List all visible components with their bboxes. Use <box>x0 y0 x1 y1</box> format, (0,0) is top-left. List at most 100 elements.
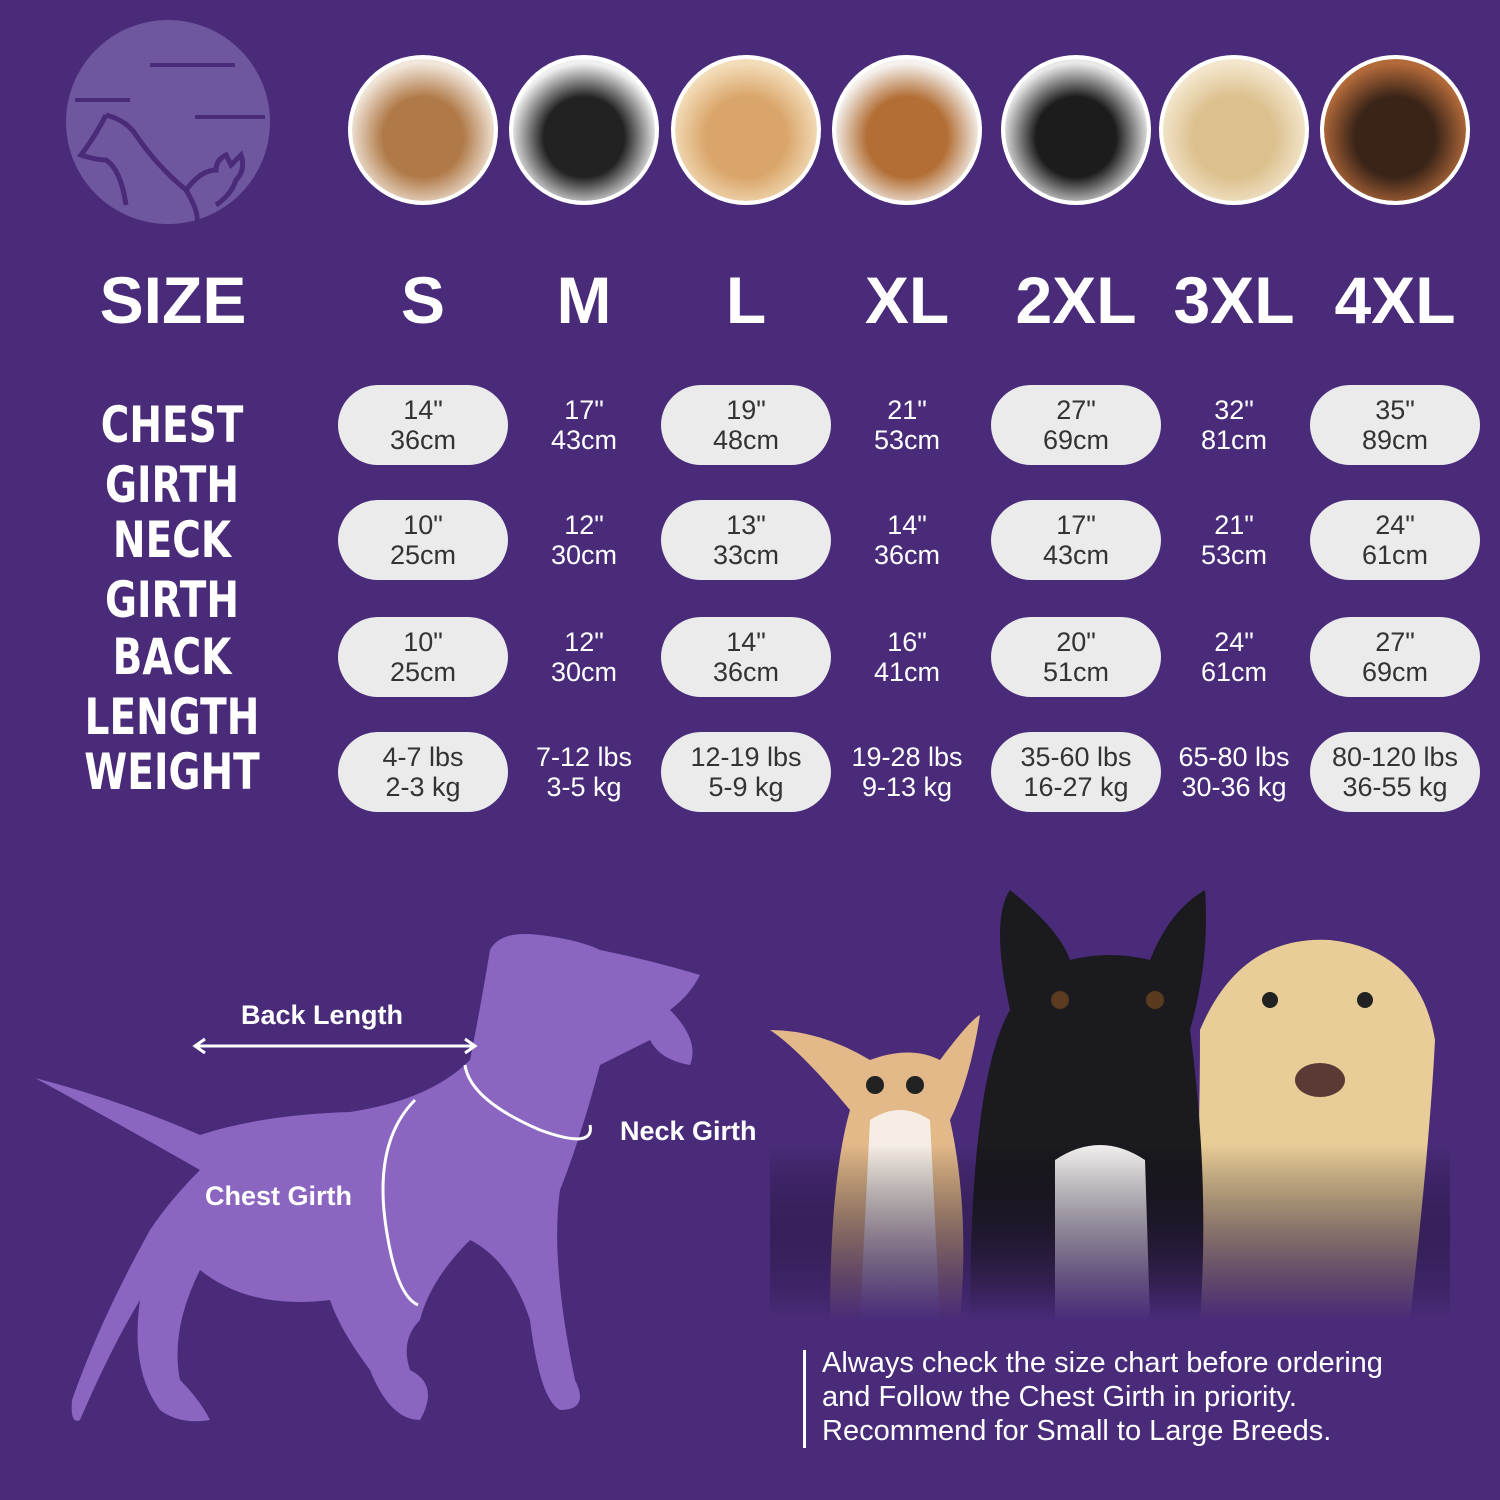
value-primary: 65-80 lbs <box>1178 742 1290 772</box>
value-secondary: 30-36 kg <box>1181 772 1287 802</box>
value-secondary: 5-9 kg <box>708 772 784 802</box>
note-line: Always check the size chart before order… <box>822 1347 1383 1379</box>
value-primary: 12" <box>564 510 604 540</box>
table-cell: 19-28 lbs 9-13 kg <box>822 732 992 812</box>
table-cell: 14" 36cm <box>338 385 508 465</box>
table-cell: 20" 51cm <box>991 617 1161 697</box>
dog-silhouette <box>35 934 700 1422</box>
value-secondary: 36cm <box>873 540 941 570</box>
value-secondary: 51cm <box>1042 657 1110 687</box>
row-label: WEIGHT <box>84 743 260 801</box>
row-label: BACK LENGTH <box>84 628 260 746</box>
note-line: Recommend for Small to Large Breeds. <box>822 1415 1332 1447</box>
value-secondary: 61cm <box>1361 540 1429 570</box>
size-header-XL: XL <box>864 263 950 337</box>
table-cell: 21" 53cm <box>1149 500 1319 580</box>
value-primary: 12" <box>564 627 604 657</box>
table-cell: 13" 33cm <box>661 500 831 580</box>
table-cell: 24" 61cm <box>1149 617 1319 697</box>
value-secondary: 41cm <box>873 657 941 687</box>
value-primary: 10" <box>403 627 443 657</box>
note-divider <box>803 1350 806 1448</box>
table-cell: 80-120 lbs 36-55 kg <box>1310 732 1480 812</box>
value-primary: 17" <box>1056 510 1096 540</box>
breed-photo-border-collie <box>1001 55 1151 205</box>
breed-photo-beagle <box>832 55 982 205</box>
logo <box>66 20 270 227</box>
value-primary: 10" <box>403 510 443 540</box>
value-primary: 19-28 lbs <box>851 742 963 772</box>
value-secondary: 25cm <box>389 540 457 570</box>
table-cell: 17" 43cm <box>499 385 669 465</box>
value-secondary: 69cm <box>1042 425 1110 455</box>
value-secondary: 43cm <box>1042 540 1110 570</box>
table-cell: 27" 69cm <box>1310 617 1480 697</box>
sizing-note: Always check the size chart before order… <box>822 1346 1383 1448</box>
value-secondary: 36-55 kg <box>1342 772 1448 802</box>
table-cell: 35" 89cm <box>1310 385 1480 465</box>
value-primary: 27" <box>1375 627 1415 657</box>
note-line: and Follow the Chest Girth in priority. <box>822 1381 1297 1413</box>
size-header-4XL: 4XL <box>1334 263 1456 337</box>
table-cell: 27" 69cm <box>991 385 1161 465</box>
value-primary: 16" <box>887 627 927 657</box>
breed-photo-labrador <box>1159 55 1309 205</box>
value-primary: 24" <box>1375 510 1415 540</box>
value-secondary: 69cm <box>1361 657 1429 687</box>
value-primary: 4-7 lbs <box>382 742 464 772</box>
value-primary: 32" <box>1214 395 1254 425</box>
value-primary: 13" <box>726 510 766 540</box>
table-cell: 10" 25cm <box>338 500 508 580</box>
size-header: SIZE <box>99 263 247 337</box>
size-header-2XL: 2XL <box>1015 263 1137 337</box>
value-secondary: 36cm <box>389 425 457 455</box>
value-secondary: 3-5 kg <box>546 772 622 802</box>
table-cell: 4-7 lbs 2-3 kg <box>338 732 508 812</box>
table-cell: 14" 36cm <box>661 617 831 697</box>
table-cell: 14" 36cm <box>822 500 992 580</box>
size-header-L: L <box>725 263 767 337</box>
value-primary: 24" <box>1214 627 1254 657</box>
row-label: CHEST GIRTH <box>100 396 244 514</box>
value-secondary: 16-27 kg <box>1023 772 1129 802</box>
table-cell: 19" 48cm <box>661 385 831 465</box>
dog-measure-diagram <box>35 934 700 1422</box>
value-secondary: 53cm <box>1200 540 1268 570</box>
table-cell: 12-19 lbs 5-9 kg <box>661 732 831 812</box>
breed-photo-doberman <box>1320 55 1470 205</box>
table-cell: 12" 30cm <box>499 500 669 580</box>
table-cell: 21" 53cm <box>822 385 992 465</box>
value-secondary: 36cm <box>712 657 780 687</box>
table-cell: 7-12 lbs 3-5 kg <box>499 732 669 812</box>
back-length-label: Back Length <box>241 1000 404 1030</box>
value-secondary: 9-13 kg <box>861 772 953 802</box>
value-secondary: 48cm <box>712 425 780 455</box>
value-primary: 14" <box>887 510 927 540</box>
value-primary: 80-120 lbs <box>1331 742 1459 772</box>
value-secondary: 89cm <box>1361 425 1429 455</box>
value-secondary: 25cm <box>389 657 457 687</box>
value-primary: 20" <box>1056 627 1096 657</box>
table-cell: 10" 25cm <box>338 617 508 697</box>
value-secondary: 81cm <box>1200 425 1268 455</box>
row-label: NECK GIRTH <box>104 511 240 629</box>
value-secondary: 43cm <box>550 425 618 455</box>
value-primary: 14" <box>403 395 443 425</box>
size-header-M: M <box>556 263 612 337</box>
value-primary: 19" <box>726 395 766 425</box>
value-primary: 14" <box>726 627 766 657</box>
value-primary: 21" <box>1214 510 1254 540</box>
value-primary: 21" <box>887 395 927 425</box>
table-cell: 35-60 lbs 16-27 kg <box>991 732 1161 812</box>
value-secondary: 30cm <box>550 540 618 570</box>
value-secondary: 61cm <box>1200 657 1268 687</box>
breed-photo-cocker-spaniel <box>671 55 821 205</box>
value-primary: 7-12 lbs <box>535 742 633 772</box>
dog-cat-logo-icon <box>75 63 265 227</box>
value-primary: 27" <box>1056 395 1096 425</box>
value-secondary: 33cm <box>712 540 780 570</box>
value-primary: 12-19 lbs <box>690 742 802 772</box>
chest-girth-label: Chest Girth <box>205 1181 353 1211</box>
value-secondary: 30cm <box>550 657 618 687</box>
table-cell: 32" 81cm <box>1149 385 1319 465</box>
